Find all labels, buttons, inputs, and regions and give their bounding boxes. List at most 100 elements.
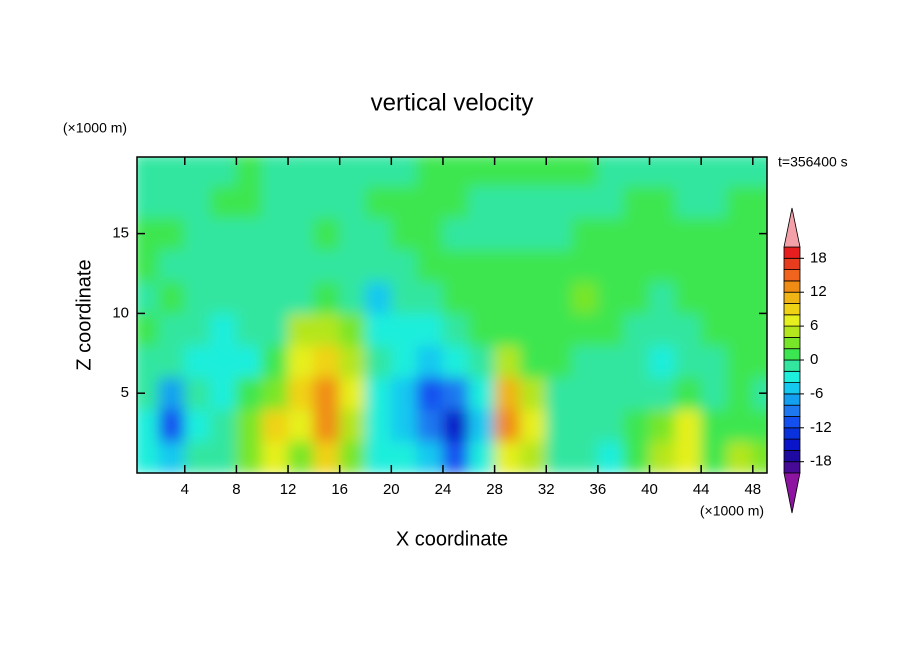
field-cell (339, 344, 367, 378)
field-cell (158, 157, 186, 187)
field-cell (468, 408, 496, 442)
colorbar-box (783, 246, 801, 259)
field-cell (468, 249, 496, 282)
field-cell (365, 376, 392, 410)
field-cell (416, 408, 444, 442)
field-cell (597, 408, 625, 442)
x-units: (×1000 m) (700, 503, 764, 519)
field-cell (442, 344, 470, 378)
field-cell (545, 408, 573, 442)
colorbar-over (783, 207, 801, 248)
field-cell (519, 249, 547, 282)
field-cell (494, 440, 521, 473)
field-cell (700, 440, 728, 473)
field-cell (339, 408, 367, 442)
field-cell (674, 408, 702, 442)
field-cell (313, 157, 341, 187)
field-cell (674, 344, 702, 378)
field-cell (287, 344, 315, 378)
field-cell (339, 280, 367, 314)
field-cell (261, 376, 289, 410)
field-cell (494, 185, 521, 219)
field-cell (468, 185, 496, 219)
colorbar-tick-label: -12 (810, 419, 832, 436)
field-cell (184, 344, 212, 378)
y-units: (×1000 m) (63, 120, 127, 136)
field-cell (519, 157, 547, 187)
field-cell (158, 440, 186, 473)
field-cell (649, 157, 676, 187)
field-cell (339, 217, 367, 251)
field-cells (137, 157, 767, 473)
field-cell (649, 344, 676, 378)
field-cell (365, 217, 392, 251)
field-cell (416, 344, 444, 378)
field-cell (442, 312, 470, 346)
field-cell (365, 185, 392, 219)
x-tick-label: 32 (538, 481, 555, 498)
colorbar-box (783, 303, 801, 316)
field-cell (700, 376, 728, 410)
field-cell (287, 376, 315, 410)
field-cell (494, 249, 521, 282)
field-cell (210, 376, 237, 410)
field-cell (649, 408, 676, 442)
field-cell (390, 280, 418, 314)
x-tick-label: 36 (590, 481, 607, 498)
field-cell (726, 217, 754, 251)
field-cell (137, 376, 160, 410)
colorbar-box (783, 359, 801, 372)
x-tick-label: 8 (232, 481, 240, 498)
field-cell (494, 376, 521, 410)
field-cell (597, 217, 625, 251)
field-cell (545, 280, 573, 314)
field-cell (184, 185, 212, 219)
y-tick-label: 15 (112, 225, 129, 242)
field-cell (545, 157, 573, 187)
field-cell (674, 157, 702, 187)
field-cell (674, 249, 702, 282)
contour-field (137, 157, 767, 473)
field-cell (726, 312, 754, 346)
field-cell (571, 376, 599, 410)
field-cell (494, 344, 521, 378)
field-cell (519, 185, 547, 219)
field-cell (700, 408, 728, 442)
field-cell (700, 280, 728, 314)
field-cell (752, 408, 767, 442)
field-cell (287, 249, 315, 282)
field-cell (726, 157, 754, 187)
field-cell (519, 408, 547, 442)
x-tick-label: 28 (486, 481, 503, 498)
colorbar-tick-label: -18 (810, 453, 832, 470)
colorbar-box (783, 257, 801, 270)
field-cell (494, 312, 521, 346)
colorbar-box (783, 269, 801, 282)
x-tick-label: 24 (435, 481, 452, 498)
field-cell (519, 312, 547, 346)
field-cell (261, 249, 289, 282)
colorbar-tick-label: 12 (810, 283, 827, 300)
field-cell (726, 440, 754, 473)
field-cell (416, 440, 444, 473)
field-cell (571, 249, 599, 282)
field-cell (184, 157, 212, 187)
x-tick-label: 12 (280, 481, 297, 498)
field-cell (700, 344, 728, 378)
field-cell (700, 217, 728, 251)
field-cell (235, 440, 263, 473)
field-cell (623, 376, 651, 410)
field-cell (442, 185, 470, 219)
field-cell (390, 312, 418, 346)
field-cell (597, 344, 625, 378)
field-cell (649, 185, 676, 219)
field-cell (416, 185, 444, 219)
field-cell (571, 217, 599, 251)
field-cell (674, 185, 702, 219)
field-cell (416, 157, 444, 187)
field-cell (184, 217, 212, 251)
field-cell (261, 280, 289, 314)
field-cell (545, 440, 573, 473)
field-cell (571, 157, 599, 187)
colorbar-box (783, 393, 801, 406)
